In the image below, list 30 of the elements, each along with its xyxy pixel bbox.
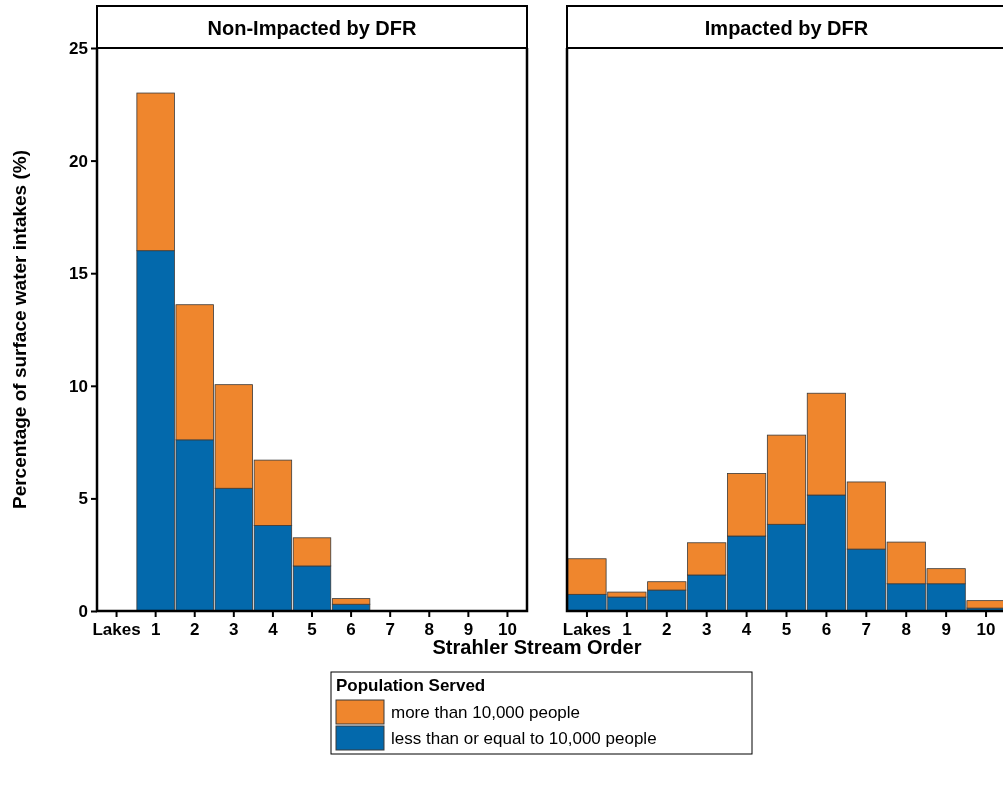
- chart-title: Impacted by DFR: [704, 17, 869, 39]
- legend-label: more than 10,000 people: [391, 703, 581, 722]
- legend-label: less than or equal to 10,000 people: [391, 729, 657, 748]
- x-tick-label: 5: [307, 620, 317, 640]
- y-tick-label: 25: [69, 38, 88, 58]
- y-tick-label: 10: [69, 376, 88, 396]
- y-tick-label: 0: [78, 601, 88, 621]
- x-tick-label: 6: [821, 620, 832, 640]
- legend-title: Population Served: [336, 676, 486, 695]
- x-tick-label: 8: [901, 620, 911, 640]
- y-tick-label: 15: [69, 264, 88, 284]
- x-tick-label: Lakes: [92, 620, 141, 640]
- x-tick-label: 7: [385, 620, 395, 640]
- x-tick-label: 4: [268, 620, 279, 640]
- x-tick-label: 10: [976, 620, 996, 640]
- x-tick-label: 9: [941, 620, 951, 640]
- y-tick-label: 5: [78, 489, 88, 509]
- x-tick-label: 4: [741, 620, 752, 640]
- y-axis-title: Percentage of surface water intakes (%): [9, 149, 30, 510]
- x-tick-label: 6: [346, 620, 356, 640]
- y-tick-label: 20: [69, 151, 88, 171]
- x-tick-label: 5: [781, 620, 792, 640]
- x-tick-label: 3: [701, 620, 712, 640]
- x-tick-label: 1: [150, 620, 161, 640]
- x-tick-label: 3: [229, 620, 239, 640]
- chart-title: Non-Impacted by DFR: [207, 17, 417, 39]
- x-tick-label: 2: [662, 620, 672, 640]
- x-tick-label: 2: [189, 620, 200, 640]
- x-tick-label: 7: [861, 620, 872, 640]
- x-tick-label: 8: [424, 620, 435, 640]
